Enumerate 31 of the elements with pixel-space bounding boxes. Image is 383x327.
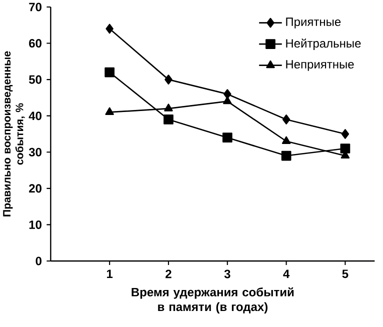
x-tick-label: 4 [283,270,290,278]
point [281,150,292,161]
legend-label: Приятные [286,18,341,28]
y-tick-label: 70 [29,2,42,12]
point [164,114,174,124]
y-tick-label: 30 [28,148,42,156]
x-axis-title: Время удержания событий в памяти (в годах) [132,287,294,314]
x-tick-label: 5 [342,270,348,278]
point [106,24,114,34]
point [164,74,172,84]
point [164,104,173,112]
y-tick-label: 10 [29,220,42,229]
point [104,67,115,78]
point [340,144,350,154]
point [282,136,291,144]
legend-label: Нейтральные [286,38,361,50]
point [341,129,350,139]
y-tick-label: 60 [29,39,42,48]
y-tick-label: 0 [36,256,42,266]
x-tick-label: 2 [166,270,172,278]
legend-label: Неприятные [286,60,354,71]
x-tick-label: 1 [106,270,113,278]
point [105,107,114,116]
y-tick-label: 40 [28,112,42,120]
y-axis-title: Правильно воспроизведенные события, % [3,51,25,216]
y-tick-label: 50 [28,75,42,84]
point [224,89,232,100]
point [222,132,232,143]
point [282,114,290,124]
y-tick-label: 20 [29,184,42,193]
x-tick-label: 3 [224,270,230,278]
